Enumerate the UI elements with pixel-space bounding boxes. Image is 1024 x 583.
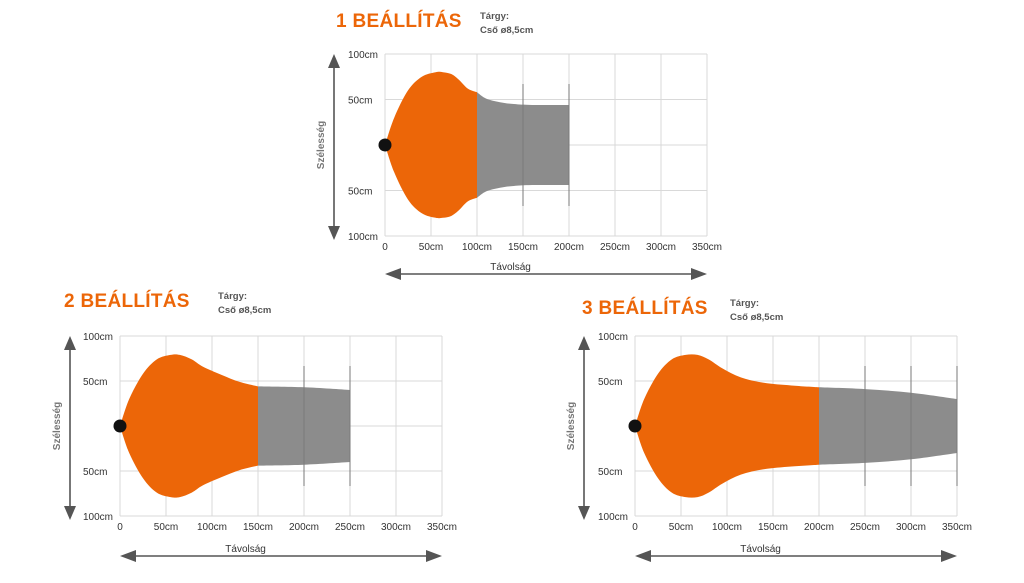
x-tick-label: 250cm [335, 522, 365, 533]
x-tick-label: 50cm [154, 522, 178, 533]
y-tick-label: 50cm [598, 377, 622, 388]
series-area [635, 354, 819, 498]
arrow-down-icon [328, 226, 340, 240]
x-tick-label: 50cm [419, 242, 443, 253]
origin-dot [628, 419, 642, 433]
subject-label: Tárgy: [730, 298, 759, 309]
x-tick-label: 150cm [508, 242, 538, 253]
arrow-up-icon [64, 336, 76, 350]
series-area [385, 71, 477, 219]
x-tick-label: 0 [382, 242, 388, 253]
y-axis-label: Szélesség [316, 121, 327, 169]
arrow-right-icon [941, 550, 957, 562]
chart-setting-1: 1 BEÁLLÍTÁS Tárgy: Cső ø8,5cm 100cm 50cm 5… [316, 10, 722, 280]
y-tick-label: 100cm [598, 332, 628, 343]
arrow-left-icon [635, 550, 651, 562]
x-tick-label: 0 [117, 522, 123, 533]
arrow-up-icon [328, 54, 340, 68]
arrow-right-icon [426, 550, 442, 562]
x-tick-label: 350cm [942, 522, 972, 533]
y-axis-label: Szélesség [52, 402, 63, 450]
x-tick-label: 300cm [381, 522, 411, 533]
x-axis-label: Távolság [225, 544, 266, 555]
y-tick-label: 50cm [348, 96, 372, 107]
x-tick-label: 250cm [600, 242, 630, 253]
origin-dot [113, 419, 127, 433]
y-tick-label: 50cm [598, 467, 622, 478]
arrow-down-icon [64, 506, 76, 520]
series-area [120, 354, 258, 498]
subject-value: Cső ø8,5cm [730, 312, 783, 323]
x-tick-label: 0 [632, 522, 638, 533]
chart-title: 3 BEÁLLÍTÁS [582, 297, 708, 319]
y-tick-label: 50cm [348, 187, 372, 198]
chart-title: 2 BEÁLLÍTÁS [64, 290, 190, 312]
y-axis-label: Szélesség [566, 402, 577, 450]
x-tick-label: 100cm [197, 522, 227, 533]
series-area [819, 387, 957, 465]
x-tick-label: 350cm [427, 522, 457, 533]
origin-dot [378, 138, 392, 152]
x-tick-label: 150cm [758, 522, 788, 533]
x-tick-label: 300cm [646, 242, 676, 253]
x-tick-label: 300cm [896, 522, 926, 533]
x-tick-label: 350cm [692, 242, 722, 253]
arrow-right-icon [691, 268, 707, 280]
y-tick-label: 100cm [348, 232, 378, 243]
chart-setting-3: 3 BEÁLLÍTÁS Tárgy: Cső ø8,5cm 100cm 50cm 5… [566, 297, 972, 562]
arrow-left-icon [385, 268, 401, 280]
x-axis-label: Távolság [490, 262, 531, 273]
y-tick-label: 50cm [83, 377, 107, 388]
y-tick-label: 50cm [83, 467, 107, 478]
x-axis-label: Távolság [740, 544, 781, 555]
arrow-up-icon [578, 336, 590, 350]
x-tick-label: 100cm [712, 522, 742, 533]
x-tick-label: 250cm [850, 522, 880, 533]
chart-title: 1 BEÁLLÍTÁS [336, 10, 462, 32]
subject-label: Tárgy: [480, 11, 509, 22]
x-tick-label: 150cm [243, 522, 273, 533]
arrow-down-icon [578, 506, 590, 520]
subject-value: Cső ø8,5cm [480, 25, 533, 36]
y-tick-label: 100cm [83, 512, 113, 523]
chart-setting-2: 2 BEÁLLÍTÁS Tárgy: Cső ø8,5cm 100cm 50cm 5… [52, 290, 457, 562]
y-tick-label: 100cm [83, 332, 113, 343]
x-tick-label: 200cm [804, 522, 834, 533]
x-tick-label: 200cm [289, 522, 319, 533]
x-tick-label: 100cm [462, 242, 492, 253]
x-tick-label: 50cm [669, 522, 693, 533]
x-tick-label: 200cm [554, 242, 584, 253]
y-tick-label: 100cm [598, 512, 628, 523]
subject-value: Cső ø8,5cm [218, 305, 271, 316]
y-tick-label: 100cm [348, 50, 378, 61]
subject-label: Tárgy: [218, 291, 247, 302]
arrow-left-icon [120, 550, 136, 562]
